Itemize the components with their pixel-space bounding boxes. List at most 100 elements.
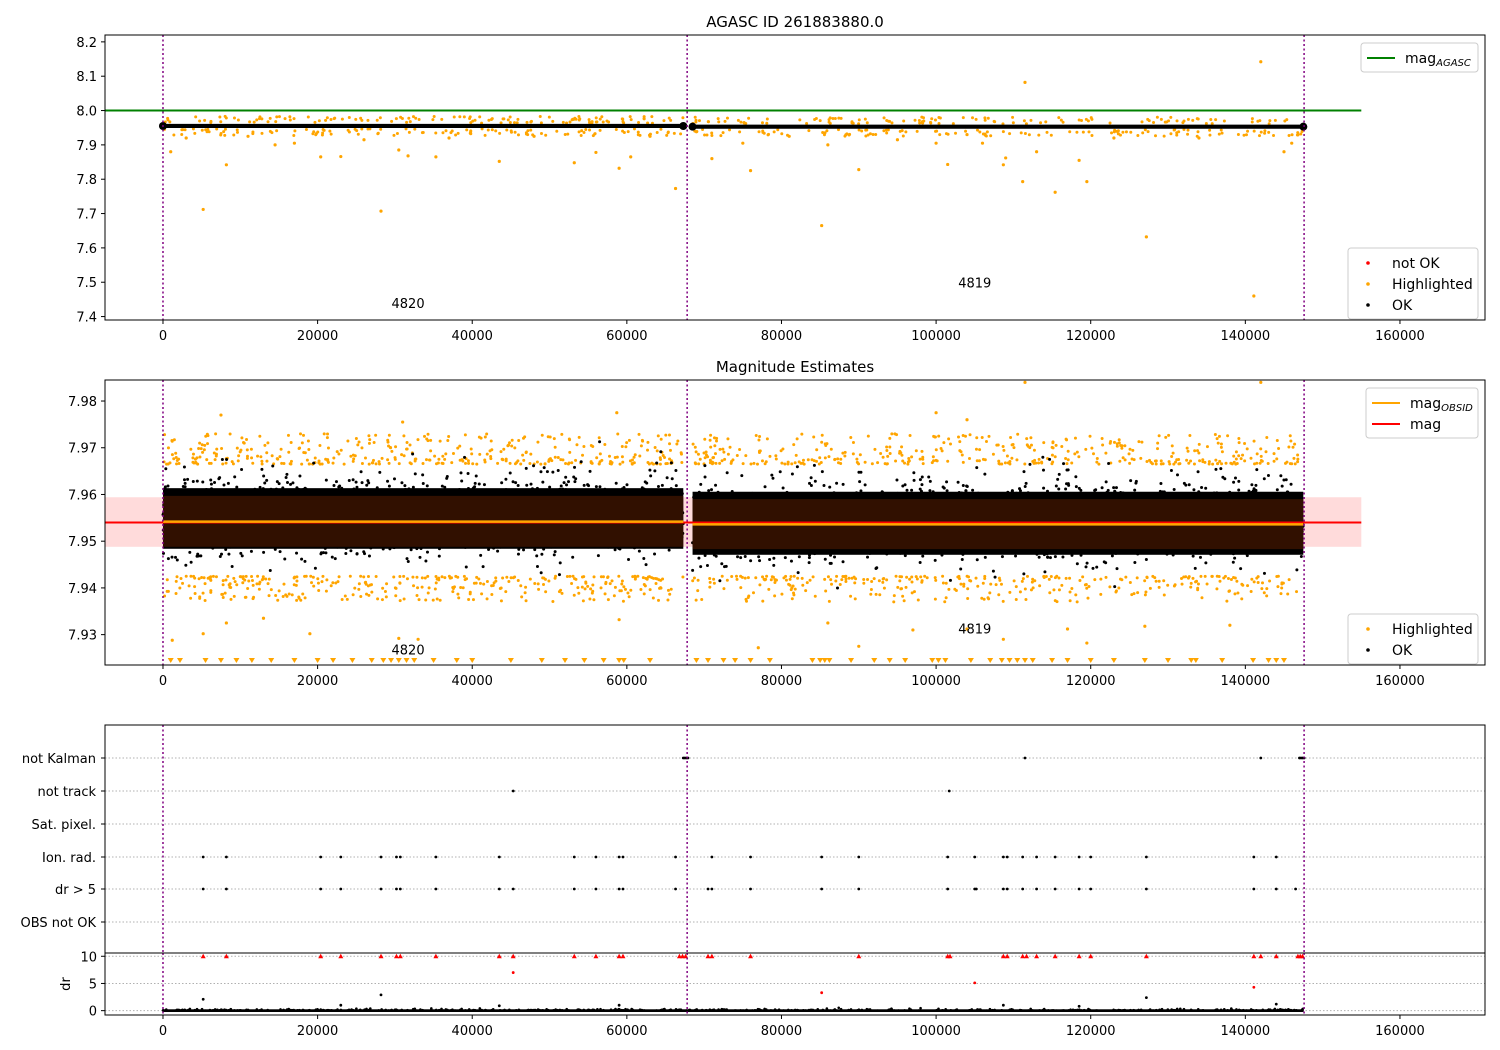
highlighted-point (703, 133, 707, 137)
highlighted-point (1012, 446, 1016, 450)
highlighted-point (443, 457, 447, 461)
highlighted-point (920, 449, 924, 453)
ok-point (1094, 488, 1098, 492)
highlighted-point (485, 452, 489, 456)
highlighted-point (1034, 150, 1039, 154)
highlighted-point (1290, 462, 1294, 466)
highlighted-point (857, 122, 861, 126)
highlighted-point (580, 585, 584, 589)
highlighted-point (590, 120, 594, 124)
ok-point (596, 554, 600, 558)
ok-point (428, 488, 432, 492)
highlighted-point (760, 121, 764, 125)
highlighted-point (302, 450, 306, 454)
highlighted-point (192, 574, 196, 578)
highlighted-point (1237, 454, 1241, 458)
ok-point (1084, 565, 1088, 569)
ok-point (530, 487, 534, 491)
ok-point (271, 464, 275, 468)
highlighted-point (221, 583, 225, 587)
highlighted-point (792, 574, 796, 578)
highlighted-point (723, 119, 727, 123)
highlighted-point (1236, 591, 1240, 595)
highlighted-point (490, 117, 494, 121)
highlighted-point (1025, 574, 1029, 578)
highlighted-point (1010, 456, 1014, 460)
highlighted-point (1252, 129, 1256, 133)
highlighted-point (1073, 436, 1077, 440)
ok-point (853, 550, 857, 554)
ok-point (411, 452, 415, 456)
highlighted-point (818, 119, 822, 123)
plot-background (105, 35, 1485, 320)
ok-point (1129, 479, 1133, 483)
y-tick-label: 7.7 (76, 208, 97, 223)
highlighted-point (193, 131, 197, 135)
highlighted-point (516, 459, 520, 463)
highlighted-point (960, 453, 964, 457)
highlighted-point (934, 411, 938, 415)
highlighted-point (458, 115, 462, 119)
highlighted-point (1093, 578, 1097, 582)
ok-point (669, 487, 673, 491)
highlighted-point (187, 584, 191, 588)
highlighted-point (830, 582, 834, 586)
highlighted-point (1095, 460, 1099, 464)
highlighted-point (1037, 461, 1041, 465)
highlighted-point (921, 462, 925, 466)
y-tick-label: 7.6 (76, 242, 97, 257)
highlighted-point (1226, 434, 1230, 438)
highlighted-point (653, 446, 657, 450)
highlighted-point (597, 436, 601, 440)
highlighted-point (580, 129, 584, 133)
ok-point (1251, 549, 1255, 553)
highlighted-point (1123, 458, 1127, 462)
highlighted-point (582, 131, 586, 135)
highlighted-point (758, 434, 762, 438)
highlighted-point (577, 114, 581, 118)
highlighted-point (913, 118, 917, 122)
highlighted-point (336, 580, 340, 584)
lower-limit-marker (403, 658, 410, 663)
highlighted-point (163, 433, 167, 437)
highlighted-point (374, 433, 378, 437)
highlighted-point (175, 575, 179, 579)
highlighted-point (1275, 438, 1279, 442)
highlighted-point (1280, 586, 1284, 590)
highlighted-point (947, 587, 951, 591)
highlighted-point (888, 436, 892, 440)
highlighted-point (544, 133, 548, 137)
ok-point (540, 552, 544, 556)
lower-limit-marker (935, 658, 942, 663)
highlighted-point (739, 120, 743, 124)
highlighted-point (342, 462, 346, 466)
ok-point (285, 472, 289, 476)
highlighted-point (270, 131, 274, 135)
highlighted-point (1259, 130, 1263, 134)
highlighted-point (1259, 380, 1263, 384)
highlighted-point (843, 454, 847, 458)
highlighted-point (646, 121, 650, 125)
highlighted-point (369, 583, 373, 587)
highlighted-point (524, 451, 528, 455)
ok-point (829, 561, 833, 565)
ok-point (945, 480, 949, 484)
ok-point (653, 469, 657, 473)
obsid-annotation: 4820 (392, 297, 425, 312)
ok-point (411, 485, 415, 489)
highlighted-point (375, 118, 379, 122)
ok-point (291, 481, 295, 485)
highlighted-point (533, 582, 537, 586)
ok-point (407, 491, 411, 495)
x-tick-label: 120000 (1066, 329, 1116, 344)
highlighted-point (413, 457, 417, 461)
ok-point (644, 488, 648, 492)
ok-point (573, 480, 577, 484)
highlighted-point (433, 454, 437, 458)
highlighted-point (321, 574, 325, 578)
highlighted-point (1249, 589, 1253, 593)
highlighted-point (1123, 444, 1127, 448)
highlighted-point (914, 575, 918, 579)
ok-point (736, 555, 740, 559)
